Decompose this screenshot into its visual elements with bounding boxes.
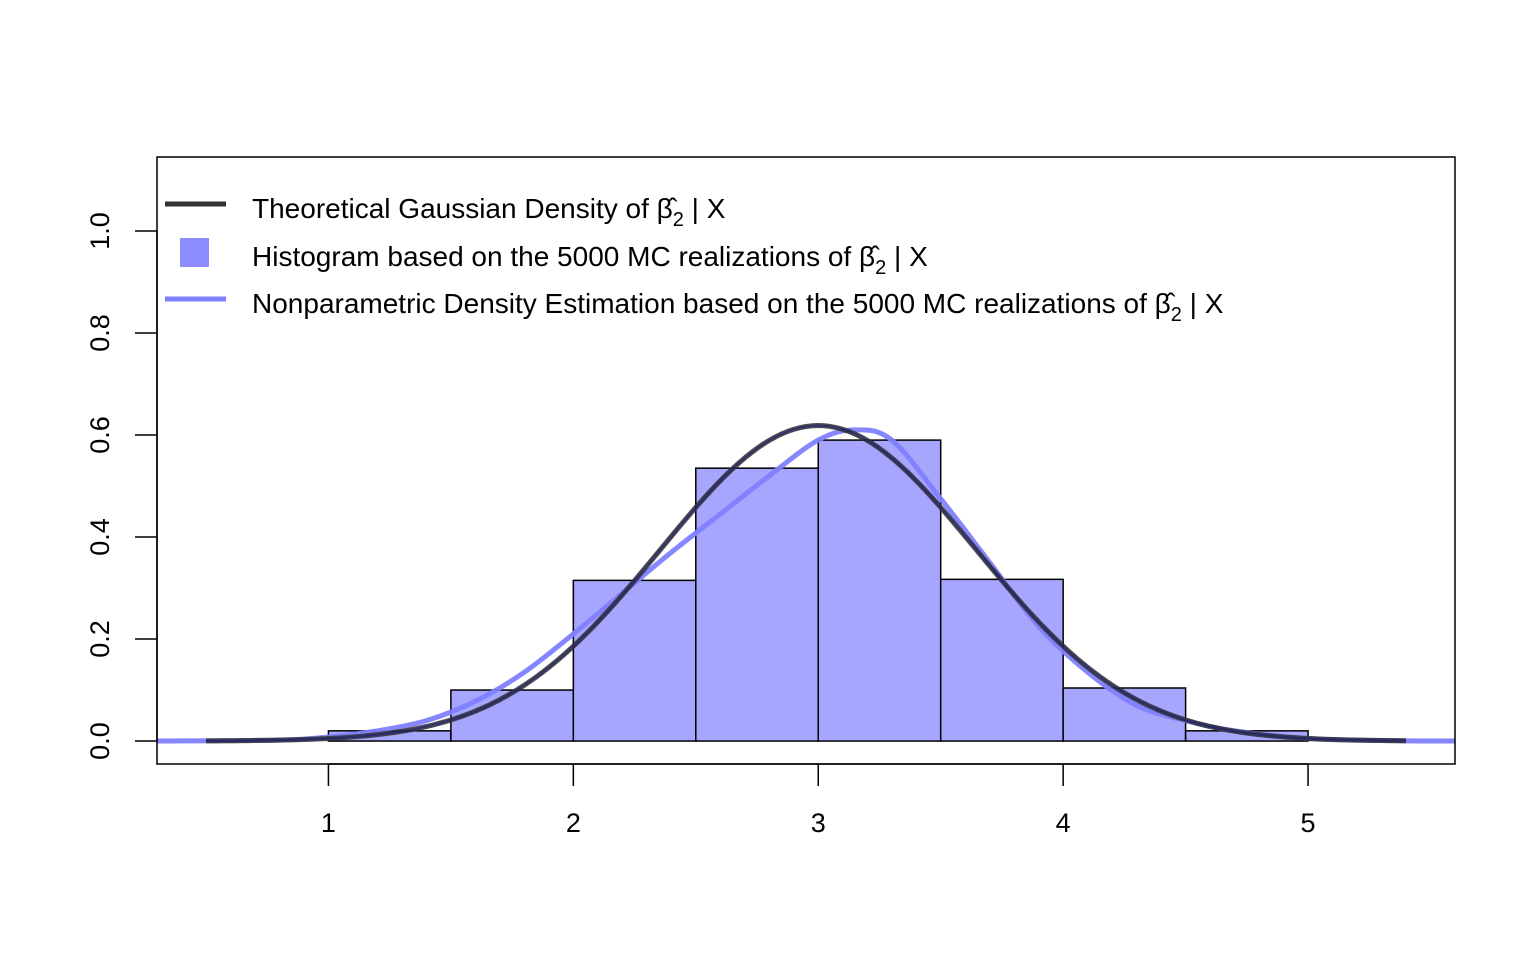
x-tick-label: 4 bbox=[1056, 808, 1071, 838]
legend-label-text: Nonparametric Density Estimation based o… bbox=[252, 288, 1155, 319]
y-axis: 0.0 0.2 0.4 0.6 0.8 1.0 bbox=[85, 212, 158, 760]
histogram-bar-6 bbox=[939, 578, 1064, 742]
y-tick-label: 0.6 bbox=[85, 416, 115, 454]
x-tick-label: 2 bbox=[566, 808, 581, 838]
legend-beta-symbol: β̂ bbox=[657, 193, 678, 224]
overlap-tint-line bbox=[205, 424, 1407, 742]
x-axis: 1 2 3 4 5 bbox=[321, 763, 1316, 838]
histogram-bars bbox=[327, 439, 1309, 742]
legend-subscript: 2 bbox=[875, 257, 886, 279]
x-tick-label: 3 bbox=[811, 808, 826, 838]
legend-subscript: 2 bbox=[673, 209, 684, 231]
x-tick-label: 5 bbox=[1301, 808, 1316, 838]
histogram-bar-3 bbox=[572, 579, 697, 742]
legend-box-swatch bbox=[180, 238, 209, 267]
y-tick-label: 0.4 bbox=[85, 518, 115, 556]
histogram-bar-4 bbox=[695, 467, 819, 742]
legend: Theoretical Gaussian Density of β̂2 | XH… bbox=[165, 193, 1224, 326]
legend-label: Histogram based on the 5000 MC realizati… bbox=[252, 241, 928, 279]
theoretical-gaussian-line bbox=[205, 423, 1407, 744]
y-tick-label: 1.0 bbox=[85, 212, 115, 250]
legend-subscript: 2 bbox=[1171, 304, 1182, 326]
histogram-bar-5 bbox=[817, 439, 942, 742]
legend-suffix: | X bbox=[684, 193, 726, 224]
legend-label: Nonparametric Density Estimation based o… bbox=[252, 288, 1224, 326]
y-tick-label: 0.2 bbox=[85, 620, 115, 658]
y-tick-label: 0.8 bbox=[85, 314, 115, 352]
y-tick-label: 0.0 bbox=[85, 722, 115, 760]
legend-label: Theoretical Gaussian Density of β̂2 | X bbox=[252, 193, 726, 231]
legend-label-text: Histogram based on the 5000 MC realizati… bbox=[252, 241, 859, 272]
legend-beta-symbol: β̂ bbox=[1155, 288, 1176, 319]
legend-suffix: | X bbox=[886, 241, 928, 272]
legend-suffix: | X bbox=[1182, 288, 1224, 319]
x-tick-label: 1 bbox=[321, 808, 336, 838]
density-curves bbox=[156, 423, 1456, 744]
legend-label-text: Theoretical Gaussian Density of bbox=[252, 193, 657, 224]
legend-beta-symbol: β̂ bbox=[859, 241, 880, 272]
